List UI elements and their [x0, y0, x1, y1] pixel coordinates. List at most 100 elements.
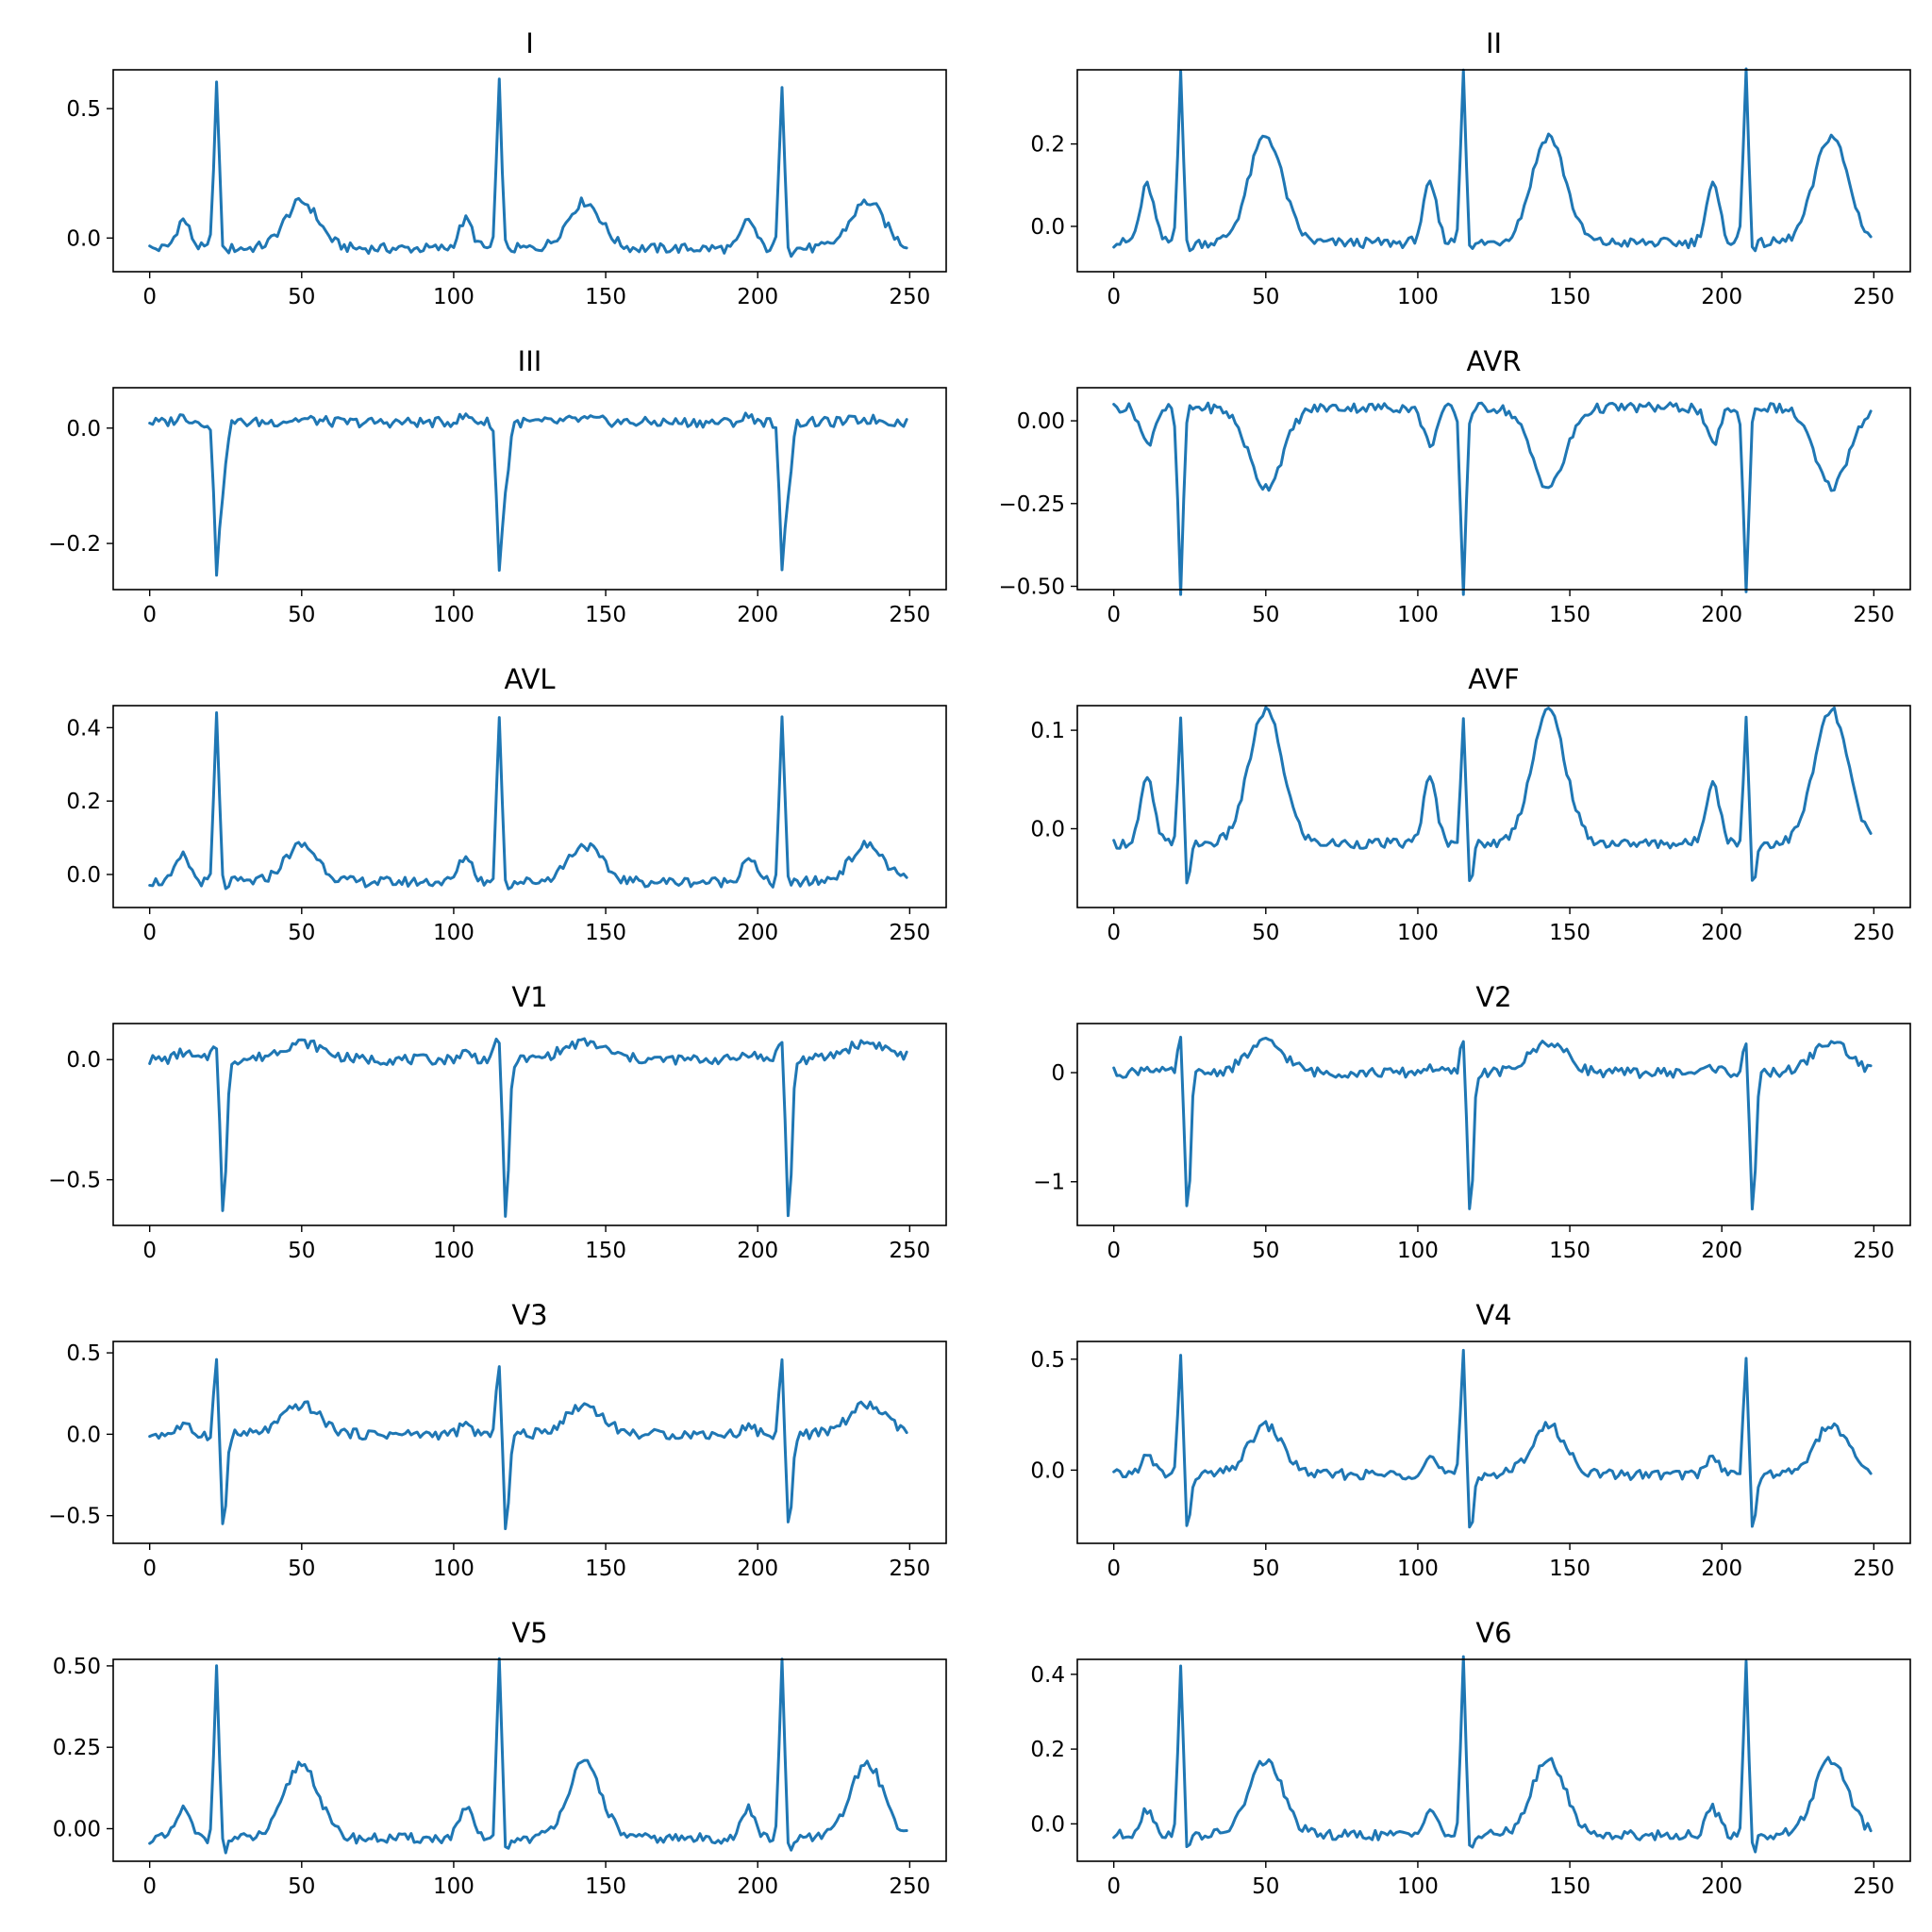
lead-i-xtick-label: 200	[737, 285, 778, 309]
lead-ii-xtick-label: 250	[1853, 285, 1894, 309]
lead-ii-ytick-label: 0.2	[1030, 133, 1065, 158]
lead-v5-ytick-label: 0.50	[53, 1655, 101, 1679]
lead-v5-trace	[148, 1657, 908, 1855]
lead-v5-title: V5	[511, 1617, 547, 1649]
lead-v6-xtick-label: 100	[1397, 1874, 1439, 1899]
lead-iii-panel: III 0 50 100 150 200 250 −0.2 0.0	[48, 345, 947, 627]
lead-v5-xtick-label: 0	[142, 1874, 157, 1899]
lead-v6-xtick-label: 250	[1853, 1874, 1894, 1899]
lead-avl-panel: AVL 0 50 100 150 200 250 0.0 0.2 0.4	[66, 663, 947, 945]
lead-iii-xtick-label: 200	[737, 603, 778, 627]
lead-iii-xtick-label: 100	[433, 603, 475, 627]
lead-ii-axes-frame	[1076, 69, 1911, 273]
lead-avr-axes-frame	[1076, 387, 1911, 591]
lead-v1-axes-frame	[112, 1023, 947, 1226]
lead-v3-xtick-label: 50	[288, 1557, 315, 1581]
lead-v4-xtick-label: 200	[1701, 1557, 1742, 1581]
lead-v6-trace	[1112, 1655, 1873, 1854]
lead-v1-xtick-label: 250	[889, 1239, 930, 1263]
lead-ii-ytick-label: 0.0	[1030, 215, 1065, 240]
lead-avl-ytick-label: 0.0	[66, 863, 101, 888]
lead-avr-ytick-label: −0.50	[999, 575, 1065, 599]
lead-v5-xtick-label: 200	[737, 1874, 778, 1899]
lead-v5-xtick-label: 150	[585, 1874, 626, 1899]
lead-iii-trace	[148, 411, 908, 577]
lead-v3-ytick-label: 0.0	[66, 1423, 101, 1447]
lead-avl-xtick-label: 200	[737, 921, 778, 945]
lead-v4-xtick-label: 100	[1397, 1557, 1439, 1581]
lead-avr-ytick-label: −0.25	[999, 492, 1065, 517]
lead-ii-trace	[1112, 67, 1873, 253]
lead-avf-xtick-label: 0	[1107, 921, 1121, 945]
lead-v4-xtick-label: 250	[1853, 1557, 1894, 1581]
lead-avl-xtick-label: 0	[142, 921, 157, 945]
lead-avl-xtick-label: 250	[889, 921, 930, 945]
lead-v2-axes-frame	[1076, 1023, 1911, 1226]
lead-v6-xtick-label: 200	[1701, 1874, 1742, 1899]
lead-v2-panel: V2 0 50 100 150 200 250 −1 0	[1033, 981, 1911, 1263]
lead-avf-xtick-label: 150	[1549, 921, 1591, 945]
lead-avr-ytick-label: 0.00	[1017, 409, 1065, 434]
lead-v4-trace	[1112, 1348, 1873, 1529]
lead-ii-xtick-label: 100	[1397, 285, 1439, 309]
lead-v1-ytick-label: 0.0	[66, 1048, 101, 1073]
lead-i-xtick-label: 0	[142, 285, 157, 309]
lead-avf-panel: AVF 0 50 100 150 200 250 0.0 0.1	[1030, 663, 1911, 945]
lead-v2-trace	[1112, 1035, 1873, 1211]
lead-avr-title: AVR	[1467, 345, 1522, 377]
lead-v4-xtick-label: 50	[1252, 1557, 1279, 1581]
lead-iii-ytick-label: −0.2	[48, 532, 101, 557]
lead-avr-xtick-label: 0	[1107, 603, 1121, 627]
lead-v6-ytick-label: 0.4	[1030, 1663, 1065, 1688]
lead-v1-ytick-label: −0.5	[48, 1169, 101, 1193]
lead-v3-xtick-label: 100	[433, 1557, 475, 1581]
lead-i-xtick-label: 100	[433, 285, 475, 309]
lead-iii-xtick-label: 150	[585, 603, 626, 627]
lead-ii-xtick-label: 0	[1107, 285, 1121, 309]
lead-v1-trace	[148, 1037, 908, 1218]
lead-v6-panel: V6 0 50 100 150 200 250 0.0 0.2 0.4	[1030, 1617, 1911, 1899]
lead-ii-xtick-label: 150	[1549, 285, 1591, 309]
lead-ii-xtick-label: 200	[1701, 285, 1742, 309]
lead-v5-panel: V5 0 50 100 150 200 250 0.00 0.25 0.50	[53, 1617, 947, 1899]
lead-avf-trace	[1112, 706, 1873, 885]
lead-avr-xtick-label: 50	[1252, 603, 1279, 627]
lead-avl-trace	[148, 711, 908, 891]
lead-v4-axes-frame	[1076, 1341, 1911, 1544]
lead-iii-title: III	[518, 345, 542, 377]
lead-i-xtick-label: 150	[585, 285, 626, 309]
lead-i-trace	[148, 77, 908, 258]
lead-avf-xtick-label: 250	[1853, 921, 1894, 945]
lead-v6-title: V6	[1475, 1617, 1511, 1649]
lead-avf-title: AVF	[1468, 663, 1520, 695]
lead-v6-xtick-label: 50	[1252, 1874, 1279, 1899]
lead-ii-panel: II 0 50 100 150 200 250 0.0 0.2	[1030, 27, 1911, 309]
lead-avl-ytick-label: 0.2	[66, 790, 101, 814]
lead-v1-xtick-label: 200	[737, 1239, 778, 1263]
lead-avf-ytick-label: 0.1	[1030, 719, 1065, 743]
lead-iii-xtick-label: 250	[889, 603, 930, 627]
lead-avr-panel: AVR 0 50 100 150 200 250 −0.50 −0.25 0.00	[999, 345, 1911, 627]
lead-i-ytick-label: 0.0	[66, 226, 101, 251]
lead-iii-xtick-label: 50	[288, 603, 315, 627]
lead-v3-title: V3	[511, 1299, 547, 1331]
lead-avf-axes-frame	[1076, 705, 1911, 908]
lead-avl-title: AVL	[505, 663, 556, 695]
lead-i-xtick-label: 50	[288, 285, 315, 309]
lead-v3-ytick-label: 0.5	[66, 1341, 101, 1366]
lead-v6-xtick-label: 150	[1549, 1874, 1591, 1899]
lead-v5-xtick-label: 50	[288, 1874, 315, 1899]
lead-v3-xtick-label: 150	[585, 1557, 626, 1581]
lead-v1-panel: V1 0 50 100 150 200 250 −0.5 0.0	[48, 981, 947, 1263]
lead-v6-xtick-label: 0	[1107, 1874, 1121, 1899]
lead-v4-xtick-label: 0	[1107, 1557, 1121, 1581]
lead-v5-xtick-label: 100	[433, 1874, 475, 1899]
lead-v4-ytick-label: 0.5	[1030, 1348, 1065, 1373]
lead-ii-xtick-label: 50	[1252, 285, 1279, 309]
lead-iii-ytick-label: 0.0	[66, 417, 101, 441]
lead-avf-xtick-label: 200	[1701, 921, 1742, 945]
lead-i-title: I	[525, 27, 534, 59]
lead-avr-xtick-label: 100	[1397, 603, 1439, 627]
lead-v1-xtick-label: 0	[142, 1239, 157, 1263]
